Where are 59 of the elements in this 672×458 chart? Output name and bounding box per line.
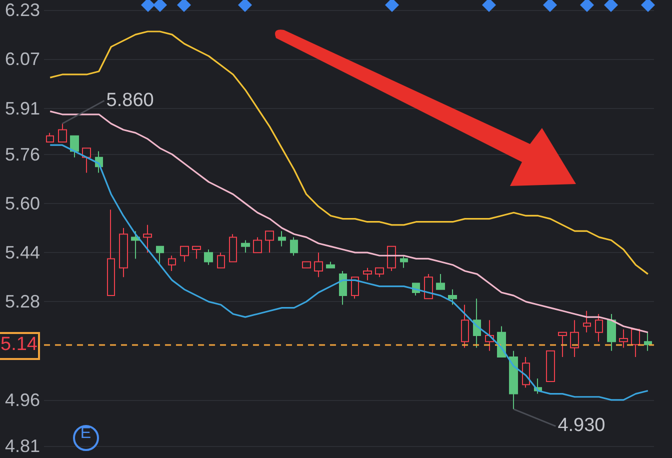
candlestick (509, 350, 518, 410)
candlestick (253, 236, 262, 254)
candlestick (631, 328, 640, 358)
line-series (49, 30, 649, 275)
candlestick (570, 320, 579, 358)
candlestick (363, 267, 372, 281)
candlestick (278, 230, 286, 247)
candlestick (229, 234, 237, 262)
candlestick (143, 224, 152, 254)
candlestick (619, 328, 628, 348)
candlestick (595, 313, 603, 342)
y-tick-label: 4.81 (4, 436, 40, 456)
candlestick (46, 132, 54, 143)
candlestick (131, 230, 140, 260)
y-tick-label: 5.28 (4, 292, 40, 312)
candlestick (290, 236, 298, 256)
candlestick (82, 148, 91, 174)
candlestick (558, 332, 567, 358)
candlestick (326, 261, 335, 268)
candlestick (473, 298, 481, 348)
candlestick (168, 255, 176, 272)
y-tick-label: 5.76 (4, 144, 40, 164)
y-tick-label: 4.96 (4, 390, 40, 410)
candlestick (448, 288, 457, 306)
annotation: 5.860 (106, 90, 154, 112)
line-series (49, 144, 649, 401)
y-tick-label: 5.60 (4, 193, 40, 214)
candlestick (58, 123, 67, 143)
candlestick (70, 135, 79, 158)
candlestick (217, 252, 225, 268)
candlestick (387, 246, 396, 272)
candlestick (204, 248, 213, 266)
candlestick (119, 228, 128, 278)
candlestick (107, 209, 115, 296)
candlestick (351, 276, 359, 300)
candlestick (339, 270, 347, 306)
candlestick (241, 240, 250, 254)
candlestick (461, 304, 469, 348)
y-tick-label: 5.91 (4, 98, 40, 118)
candlestick (375, 267, 384, 278)
y-tick-label: 5.44 (4, 242, 40, 263)
candlestick (607, 313, 616, 352)
candlestick (400, 255, 408, 268)
candlestick (156, 246, 164, 266)
candlestick (546, 350, 555, 382)
candlestick (265, 230, 274, 254)
candlestick (436, 274, 445, 290)
y-tick-label: 6.23 (4, 0, 40, 20)
annotation: 4.930 (558, 415, 606, 438)
candlestick (644, 332, 652, 352)
candlestick (192, 246, 201, 260)
candlestick (302, 261, 311, 268)
line-series (49, 110, 649, 334)
candlestick (424, 274, 433, 300)
ref-line-label: 5.14 (0, 332, 40, 360)
candlestick (180, 246, 189, 262)
candlestick (314, 252, 323, 278)
candlestick (583, 310, 591, 333)
y-tick-label: 6.07 (4, 49, 40, 70)
